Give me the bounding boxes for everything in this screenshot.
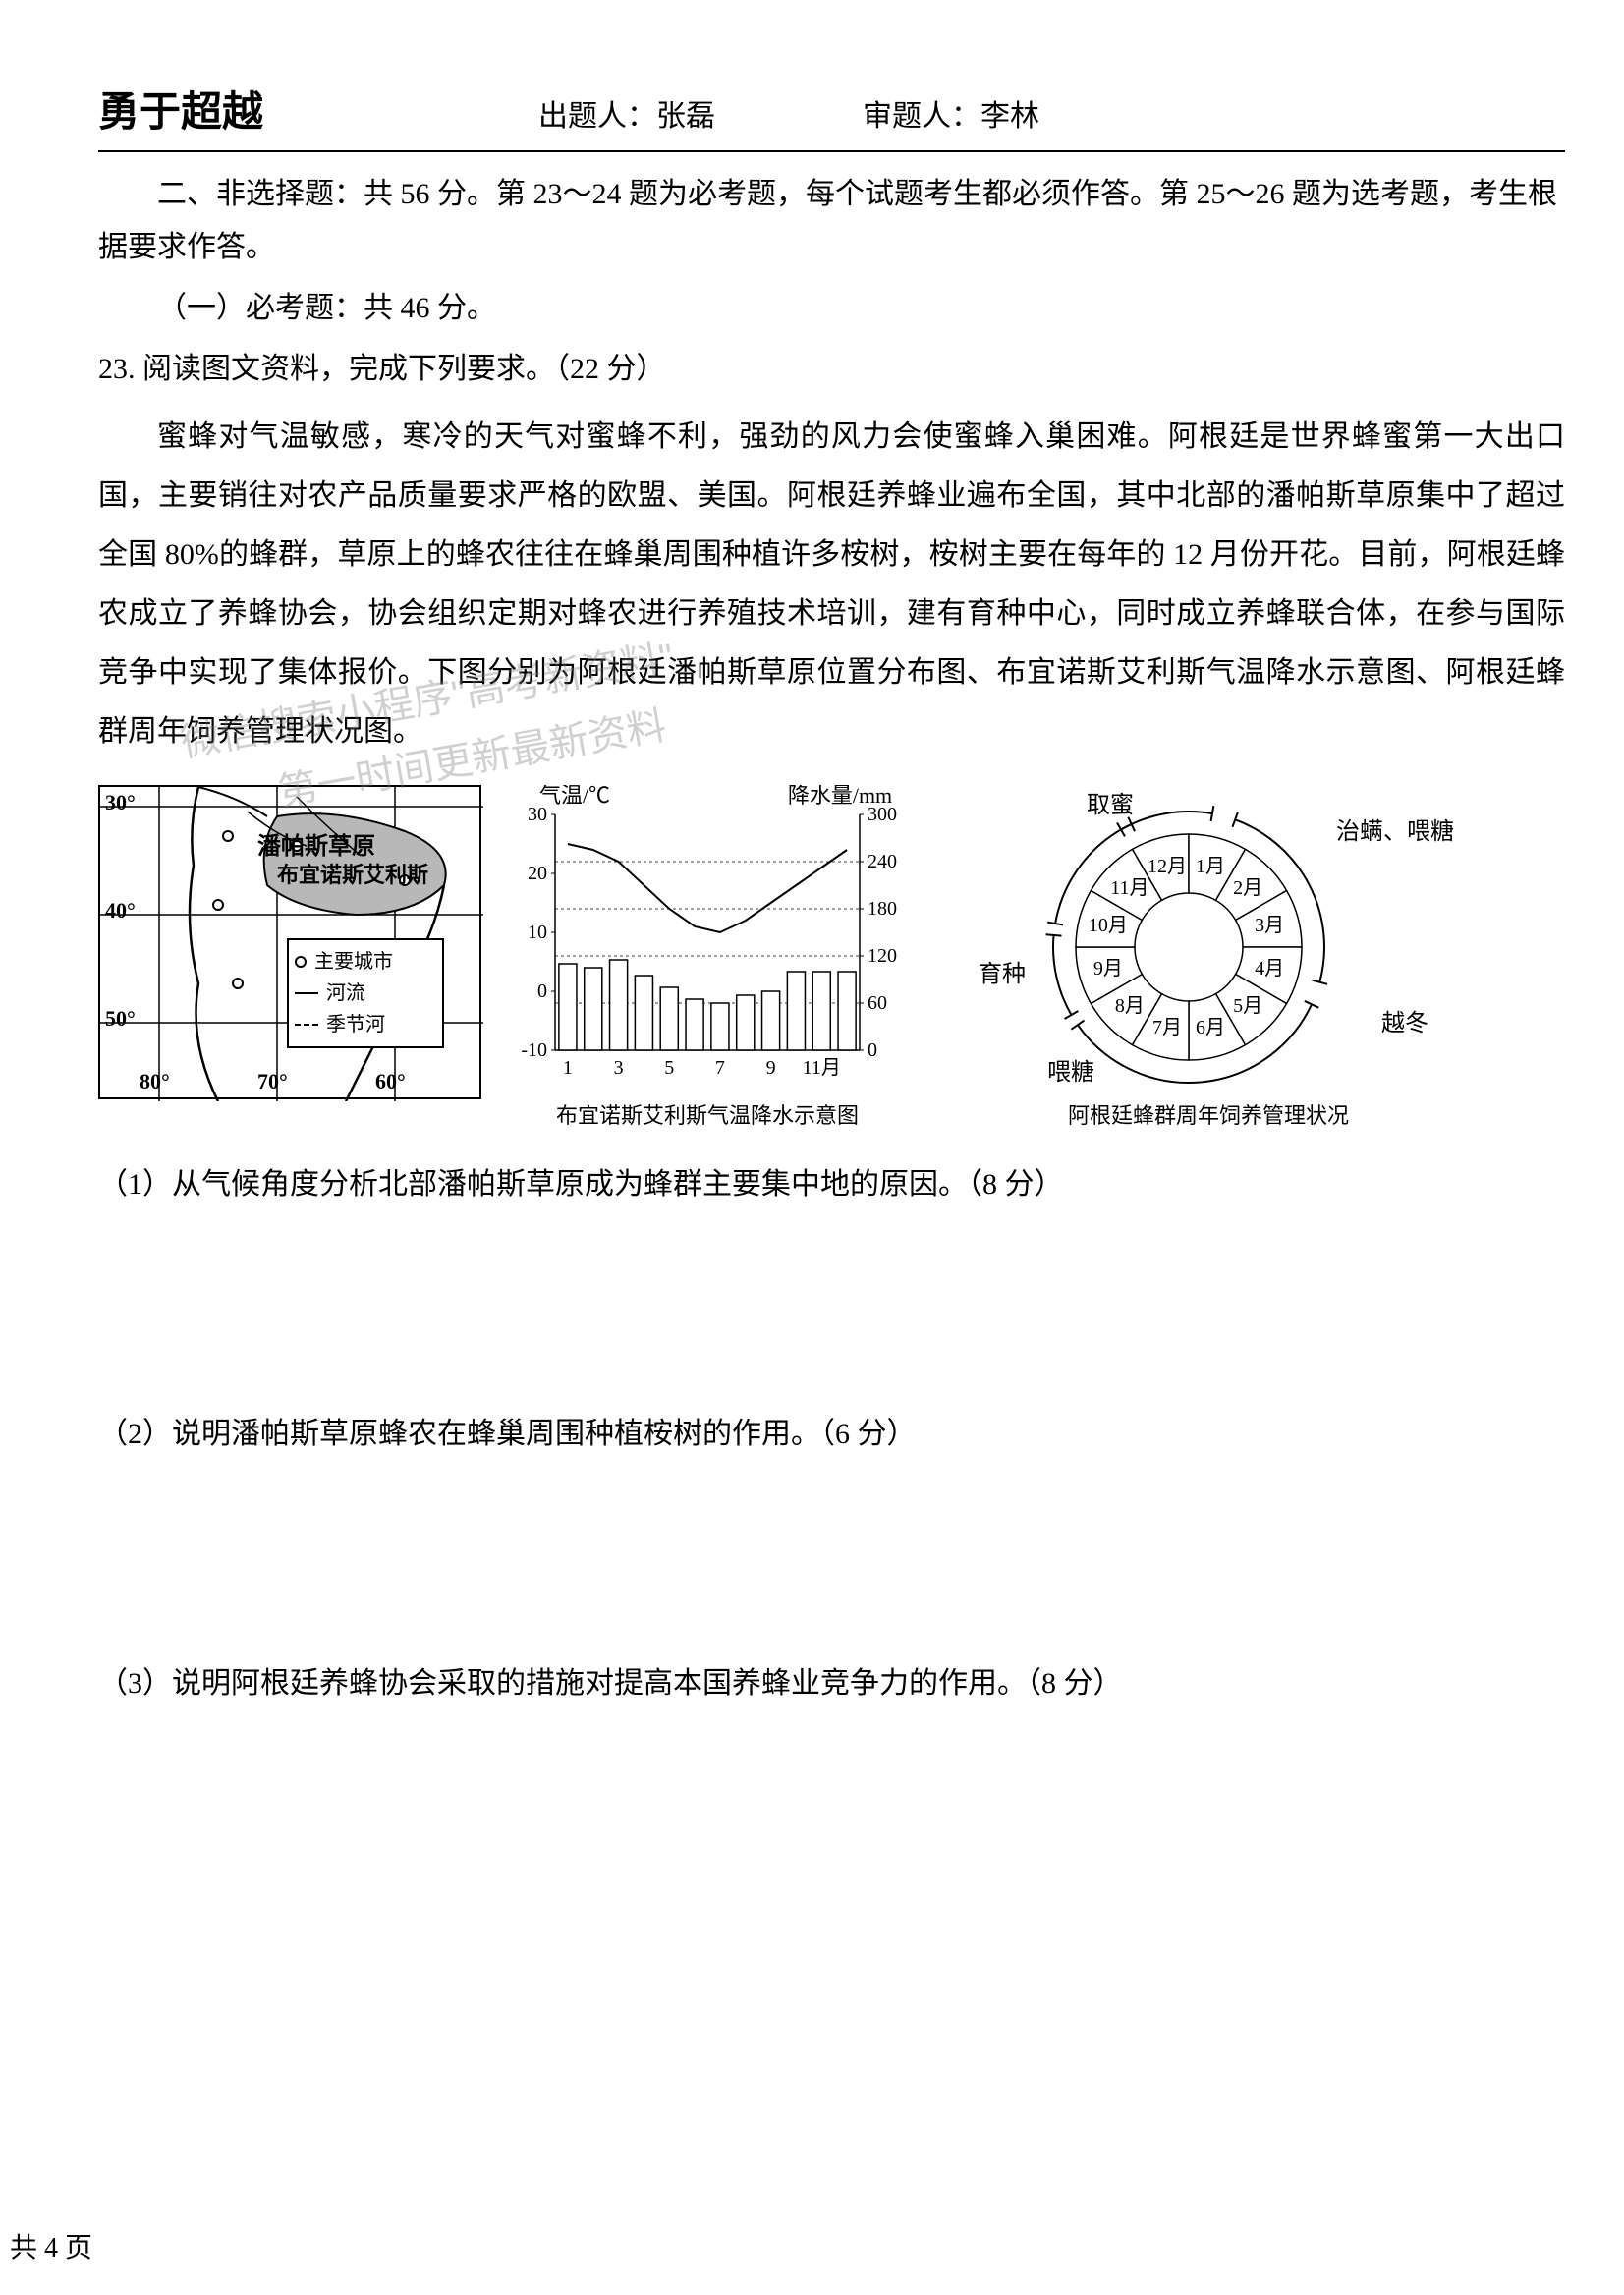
question-23-passage: 蜜蜂对气温敏感，寒冷的天气对蜜蜂不利，强劲的风力会使蜜蜂入巢困难。阿根廷是世界蜂… — [98, 408, 1565, 761]
dash-icon — [295, 1024, 318, 1026]
page-footer: 共 4 页 — [10, 2226, 92, 2266]
sub-question-1: （1）从气候角度分析北部潘帕斯草原成为蜂群主要集中地的原因。（8 分） — [98, 1158, 1565, 1211]
svg-text:10月: 10月 — [1089, 915, 1128, 936]
sub-question-2: （2）说明潘帕斯草原蜂农在蜂巢周围种植桉树的作用。（6 分） — [98, 1408, 1565, 1461]
svg-text:3月: 3月 — [1255, 915, 1284, 936]
svg-text:300: 300 — [868, 804, 897, 825]
map-city-label: 布宜诺斯艾利斯 — [277, 858, 428, 889]
sub-section-label: （一）必考题：共 46 分。 — [98, 282, 1565, 335]
svg-text:越冬: 越冬 — [1381, 1010, 1428, 1036]
svg-text:8月: 8月 — [1115, 995, 1145, 1017]
figures-row: 30° 40° 50° 80° 70° 60° 潘帕斯草原 布宜诺斯艾利斯 主要… — [98, 785, 1565, 1119]
svg-text:11月: 11月 — [803, 1057, 841, 1079]
page-title: 勇于超越 — [98, 79, 263, 139]
cycle-svg: 12月 1月 2月 3月 4月 5月 6月 7月 8月 9月 10月 11月 取蜜治螨、喂糖越冬喂糖 育种 — [933, 785, 1484, 1090]
reviewer-name: 李林 — [980, 100, 1039, 133]
svg-text:1月: 1月 — [1196, 856, 1225, 877]
svg-text:7: 7 — [715, 1057, 725, 1079]
author-block: 出题人：张磊 — [538, 91, 715, 135]
section-intro: 二、非选择题：共 56 分。第 23～24 题为必考题，每个试题考生都必须作答。… — [98, 168, 1565, 274]
header-divider — [98, 150, 1565, 152]
svg-text:180: 180 — [868, 898, 897, 920]
lat-50: 50° — [105, 1006, 136, 1032]
legend-city-row: 主要城市 — [295, 946, 436, 978]
svg-text:4月: 4月 — [1255, 958, 1284, 980]
lat-30: 30° — [105, 790, 136, 815]
reviewer-label: 审题人： — [863, 100, 980, 133]
climate-chart: 气温/℃降水量/mm-10010203006012018024030013579… — [501, 785, 914, 1119]
svg-text:1: 1 — [563, 1057, 573, 1079]
cycle-diagram: 12月 1月 2月 3月 4月 5月 6月 7月 8月 9月 10月 11月 取蜜治螨、喂糖越冬喂糖 育种… — [933, 785, 1484, 1119]
lon-80: 80° — [140, 1069, 170, 1094]
question-23-number: 23. 阅读图文资料，完成下列要求。（22 分） — [98, 343, 1565, 396]
svg-text:6月: 6月 — [1196, 1017, 1225, 1038]
legend-city-label: 主要城市 — [314, 946, 393, 978]
cycle-caption: 阿根廷蜂群周年饲养管理状况 — [933, 1098, 1484, 1130]
svg-text:120: 120 — [868, 945, 897, 967]
line-icon — [295, 992, 318, 994]
legend-seasonal-row: 季节河 — [295, 1009, 436, 1040]
svg-text:0: 0 — [868, 1039, 877, 1061]
lat-40: 40° — [105, 898, 136, 924]
legend-river-row: 河流 — [295, 978, 436, 1009]
svg-text:20: 20 — [528, 863, 547, 884]
sub-question-3: （3）说明阿根廷养蜂协会采取的措施对提高本国养蜂业竞争力的作用。（8 分） — [98, 1657, 1565, 1710]
author-label: 出题人： — [538, 100, 656, 133]
svg-text:喂糖: 喂糖 — [1047, 1059, 1094, 1086]
chart-svg: 气温/℃降水量/mm-10010203006012018024030013579… — [501, 785, 914, 1090]
map-figure: 30° 40° 50° 80° 70° 60° 潘帕斯草原 布宜诺斯艾利斯 主要… — [98, 785, 481, 1099]
legend-seasonal-label: 季节河 — [326, 1009, 385, 1040]
header-row: 勇于超越 出题人：张磊 审题人：李林 — [98, 79, 1565, 139]
svg-text:7月: 7月 — [1152, 1017, 1182, 1038]
circle-icon — [295, 956, 307, 968]
map-legend: 主要城市 河流 季节河 — [287, 938, 444, 1048]
author-name: 张磊 — [656, 100, 715, 133]
svg-text:12月: 12月 — [1148, 856, 1187, 877]
legend-river-label: 河流 — [326, 978, 365, 1009]
reviewer-block: 审题人：李林 — [863, 91, 1039, 135]
svg-text:2月: 2月 — [1233, 877, 1262, 899]
lon-70: 70° — [257, 1069, 288, 1094]
svg-text:9: 9 — [766, 1057, 776, 1079]
svg-text:30: 30 — [528, 804, 547, 825]
svg-text:10: 10 — [528, 922, 547, 943]
svg-text:气温/℃: 气温/℃ — [539, 785, 610, 808]
svg-text:3: 3 — [614, 1057, 624, 1079]
svg-text:5月: 5月 — [1233, 995, 1262, 1017]
svg-text:取蜜: 取蜜 — [1087, 792, 1134, 818]
svg-text:5: 5 — [664, 1057, 674, 1079]
chart-caption: 布宜诺斯艾利斯气温降水示意图 — [501, 1098, 914, 1130]
svg-text:60: 60 — [868, 992, 887, 1014]
lon-60: 60° — [375, 1069, 406, 1094]
svg-text:9月: 9月 — [1093, 958, 1123, 980]
map-region-label: 潘帕斯草原 — [257, 826, 375, 861]
svg-text:-10: -10 — [521, 1039, 547, 1061]
svg-text:育种: 育种 — [979, 961, 1026, 987]
svg-text:240: 240 — [868, 851, 897, 872]
svg-text:治螨、喂糖: 治螨、喂糖 — [1336, 818, 1454, 845]
svg-text:11月: 11月 — [1110, 877, 1148, 899]
svg-text:0: 0 — [537, 980, 547, 1002]
